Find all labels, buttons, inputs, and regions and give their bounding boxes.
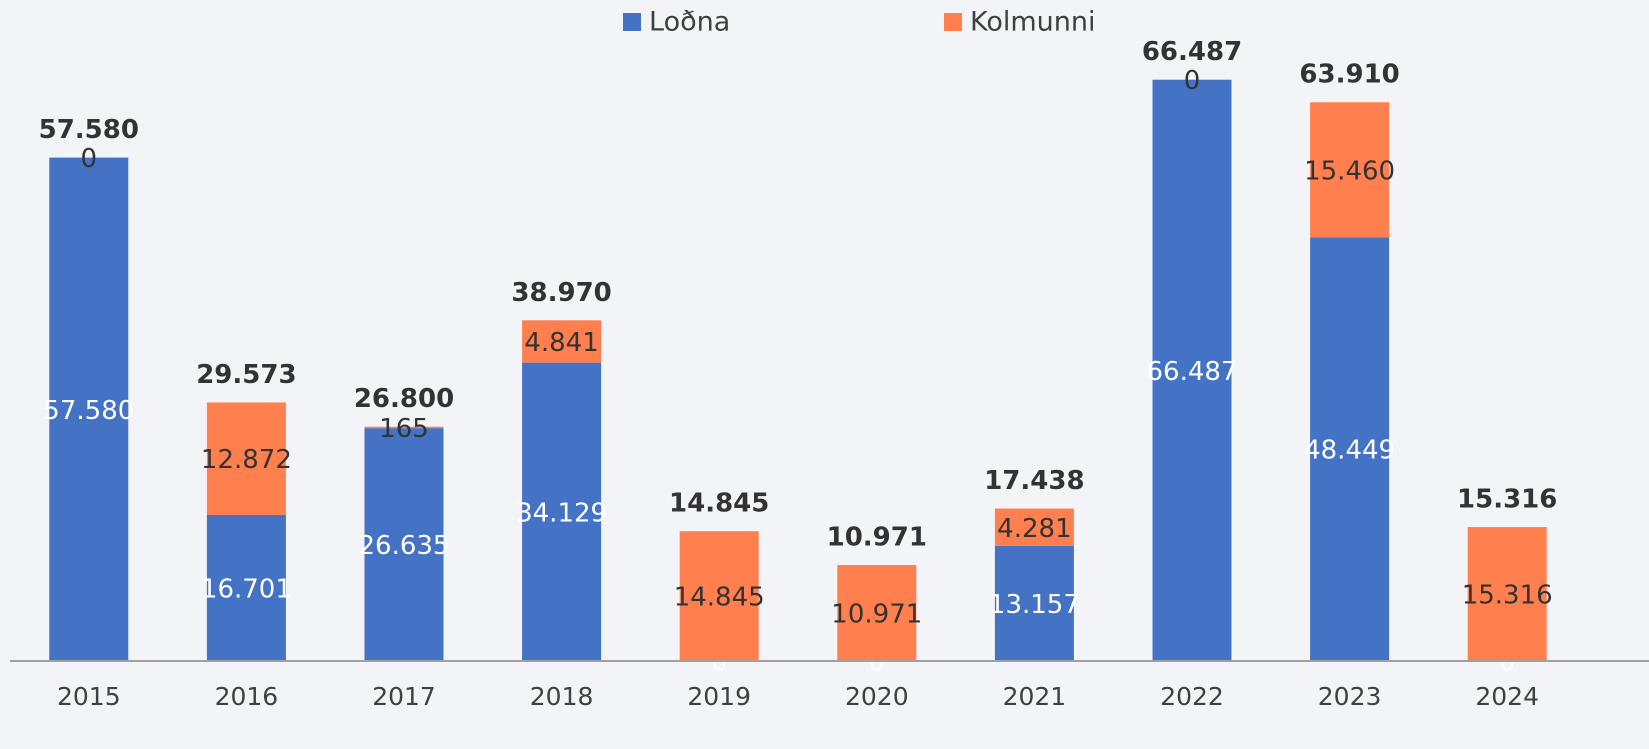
bar-segment (1310, 102, 1390, 238)
segment-label: 4.841 (524, 328, 598, 358)
bar-segment (522, 362, 602, 661)
total-label: 15.316 (1457, 485, 1557, 515)
segment-label: 66.487 (1147, 357, 1238, 387)
segment-label: 0 (1184, 66, 1201, 96)
segment-label: 0 (81, 144, 98, 174)
bar-segment (1152, 79, 1232, 662)
segment-label: 14.845 (674, 583, 765, 613)
bar-segment (364, 428, 444, 661)
segment-label: 34.129 (516, 498, 607, 528)
legend-label: Kolmunni (970, 7, 1096, 38)
total-label: 17.438 (984, 466, 1084, 496)
x-tick-label: 2024 (1475, 682, 1539, 711)
segment-label: 15.316 (1462, 581, 1553, 611)
legend-swatch (623, 13, 641, 31)
total-label: 57.580 (39, 115, 139, 145)
bar-segment (206, 514, 286, 661)
segment-label: 12.872 (201, 445, 292, 475)
segment-label: 165 (379, 414, 429, 444)
bar-segment (49, 157, 129, 661)
total-label: 14.845 (669, 489, 769, 519)
bar-segment (994, 545, 1074, 661)
x-tick-label: 2015 (57, 682, 121, 711)
total-label: 38.970 (511, 278, 611, 308)
x-tick-label: 2016 (215, 682, 279, 711)
total-label: 63.910 (1299, 60, 1399, 90)
total-label: 66.487 (1142, 37, 1242, 67)
x-tick-label: 2020 (845, 682, 909, 711)
bar-segment (1467, 527, 1547, 661)
segment-label: 48.449 (1304, 436, 1395, 466)
x-tick-label: 2022 (1160, 682, 1224, 711)
legend-label: Loðna (649, 7, 730, 38)
bar-segment (679, 531, 759, 661)
segment-label: 13.157 (989, 590, 1080, 620)
segment-label: 15.460 (1304, 156, 1395, 186)
segment-label: 26.635 (359, 531, 450, 561)
segment-label: 16.701 (201, 574, 292, 604)
bar-segment (994, 508, 1074, 546)
segment-label: 10.971 (831, 600, 922, 630)
total-label: 26.800 (354, 384, 454, 414)
bar-segment (1310, 237, 1390, 662)
total-label: 10.971 (827, 523, 927, 553)
bar-segment (837, 565, 917, 661)
legend-swatch (944, 13, 962, 31)
x-tick-label: 2021 (1003, 682, 1067, 711)
bar-segment (364, 426, 444, 429)
x-tick-label: 2019 (687, 682, 751, 711)
bar-segment (522, 320, 602, 363)
x-tick-label: 2018 (530, 682, 594, 711)
segment-label: 4.281 (997, 514, 1071, 544)
segment-label: 57.580 (43, 396, 134, 426)
x-tick-label: 2023 (1318, 682, 1382, 711)
total-label: 29.573 (196, 360, 296, 390)
bar-segment (206, 402, 286, 515)
x-tick-label: 2017 (372, 682, 436, 711)
